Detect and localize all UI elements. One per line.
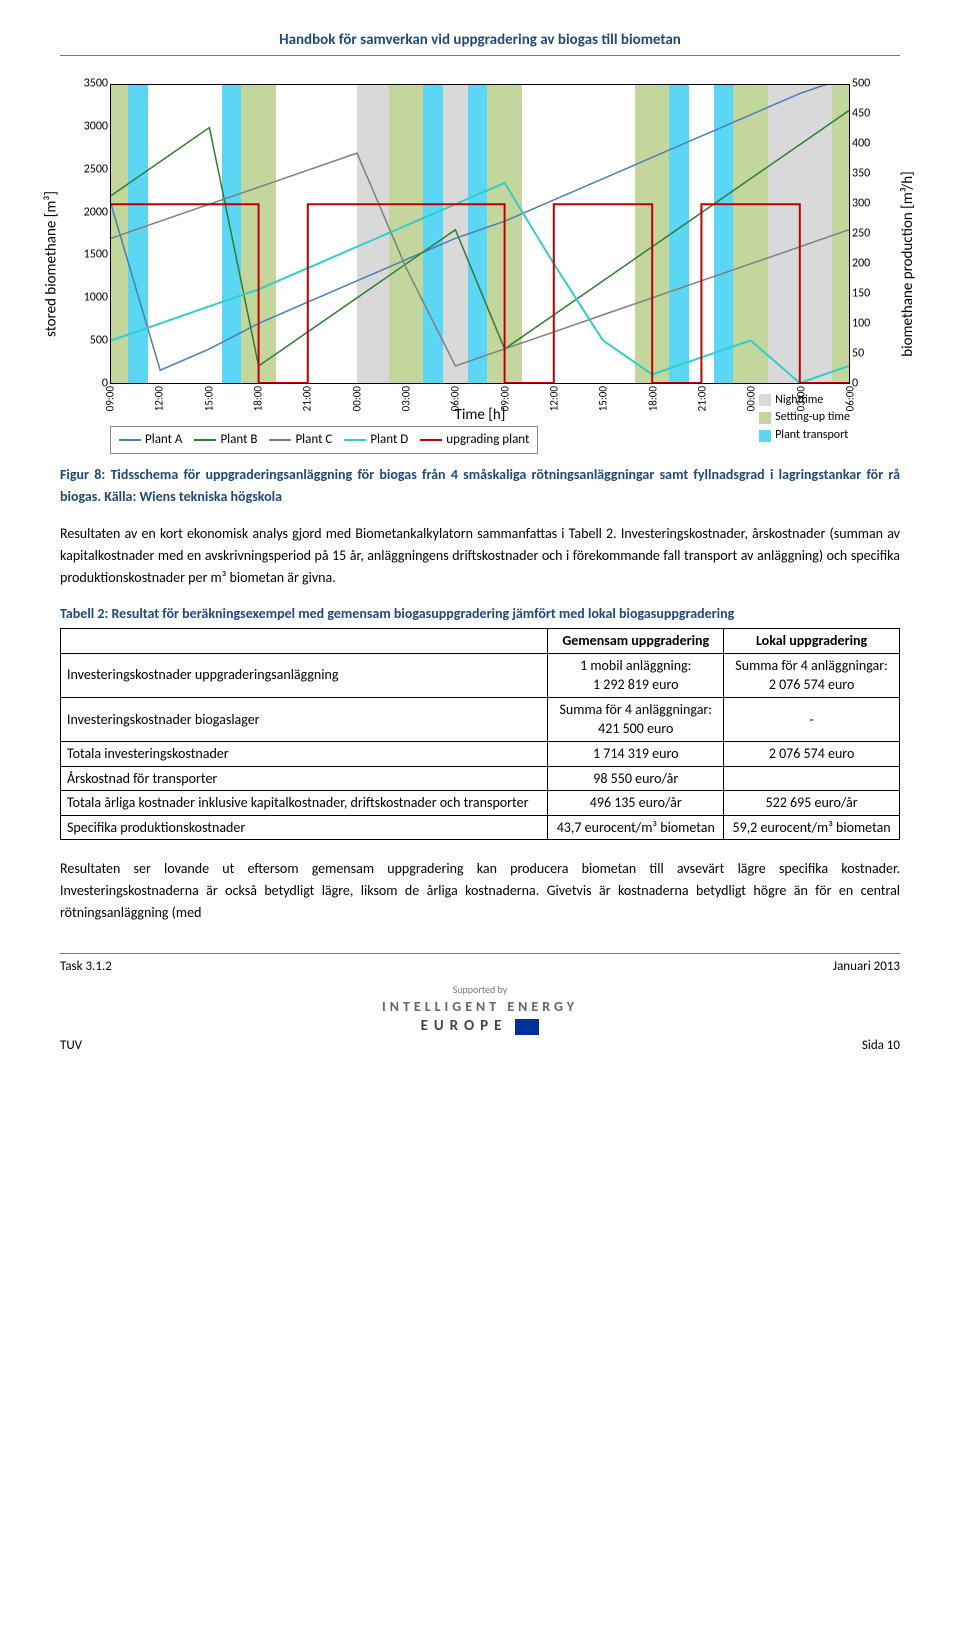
- footer-date: Januari 2013: [833, 958, 900, 976]
- y-axis-right-label: biomethane production [m³/h]: [898, 171, 919, 356]
- logo-line2: EUROPE: [421, 1016, 508, 1037]
- footer-org: TUV: [60, 1037, 82, 1055]
- figure-8-caption: Figur 8: Tidsschema för uppgraderingsanl…: [60, 464, 900, 507]
- footer-task: Task 3.1.2: [60, 958, 112, 976]
- y-axis-left-label: stored biomethane [m³]: [42, 191, 63, 337]
- paragraph-conclusion: Resultaten ser lovande ut eftersom gemen…: [60, 858, 900, 923]
- series-legend: Plant APlant BPlant CPlant Dupgrading pl…: [110, 426, 538, 454]
- paragraph-results: Resultaten av en kort ekonomisk analys g…: [60, 523, 900, 588]
- eu-flag-icon: [515, 1019, 539, 1035]
- page-footer: Task 3.1.2 Januari 2013 Supported by INT…: [60, 953, 900, 1055]
- figure-8-chart: stored biomethane [m³] biomethane produc…: [60, 74, 900, 454]
- footer-page: Sida 10: [862, 1037, 900, 1055]
- sponsor-logo: Supported by INTELLIGENT ENERGY EUROPE: [60, 983, 900, 1038]
- supported-by-label: Supported by: [382, 983, 578, 997]
- logo-line1: INTELLIGENT ENERGY: [382, 997, 578, 1017]
- page-title: Handbok för samverkan vid uppgradering a…: [60, 30, 900, 56]
- table-2-caption: Tabell 2: Resultat för beräkningsexempel…: [60, 604, 900, 624]
- table-2: Gemensam uppgraderingLokal uppgraderingI…: [60, 628, 900, 840]
